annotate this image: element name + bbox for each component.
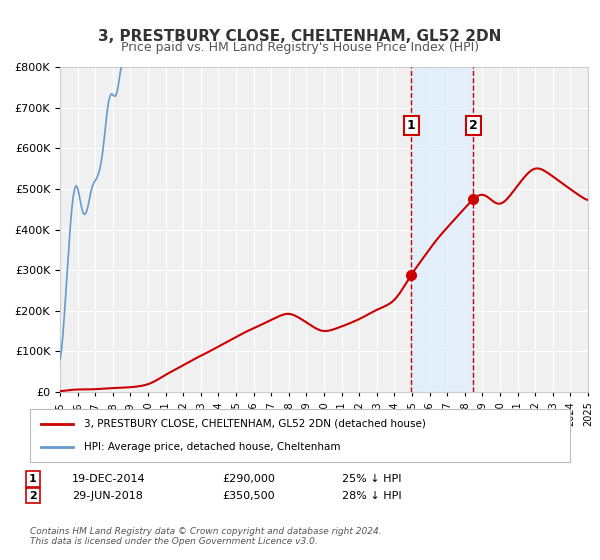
Text: 25% ↓ HPI: 25% ↓ HPI [342, 474, 401, 484]
Text: 2: 2 [469, 119, 478, 132]
Text: 1: 1 [29, 474, 37, 484]
Bar [411, 67, 473, 392]
Text: 1: 1 [407, 119, 416, 132]
Text: 28% ↓ HPI: 28% ↓ HPI [342, 491, 401, 501]
Text: £290,000: £290,000 [222, 474, 275, 484]
Text: 3, PRESTBURY CLOSE, CHELTENHAM, GL52 2DN (detached house): 3, PRESTBURY CLOSE, CHELTENHAM, GL52 2DN… [84, 419, 426, 429]
Text: Contains HM Land Registry data © Crown copyright and database right 2024.
This d: Contains HM Land Registry data © Crown c… [30, 526, 382, 546]
Text: £350,500: £350,500 [222, 491, 275, 501]
Text: 3, PRESTBURY CLOSE, CHELTENHAM, GL52 2DN: 3, PRESTBURY CLOSE, CHELTENHAM, GL52 2DN [98, 29, 502, 44]
Text: 29-JUN-2018: 29-JUN-2018 [72, 491, 143, 501]
Text: 2: 2 [29, 491, 37, 501]
Text: 19-DEC-2014: 19-DEC-2014 [72, 474, 146, 484]
Text: Price paid vs. HM Land Registry's House Price Index (HPI): Price paid vs. HM Land Registry's House … [121, 41, 479, 54]
Text: HPI: Average price, detached house, Cheltenham: HPI: Average price, detached house, Chel… [84, 442, 341, 452]
